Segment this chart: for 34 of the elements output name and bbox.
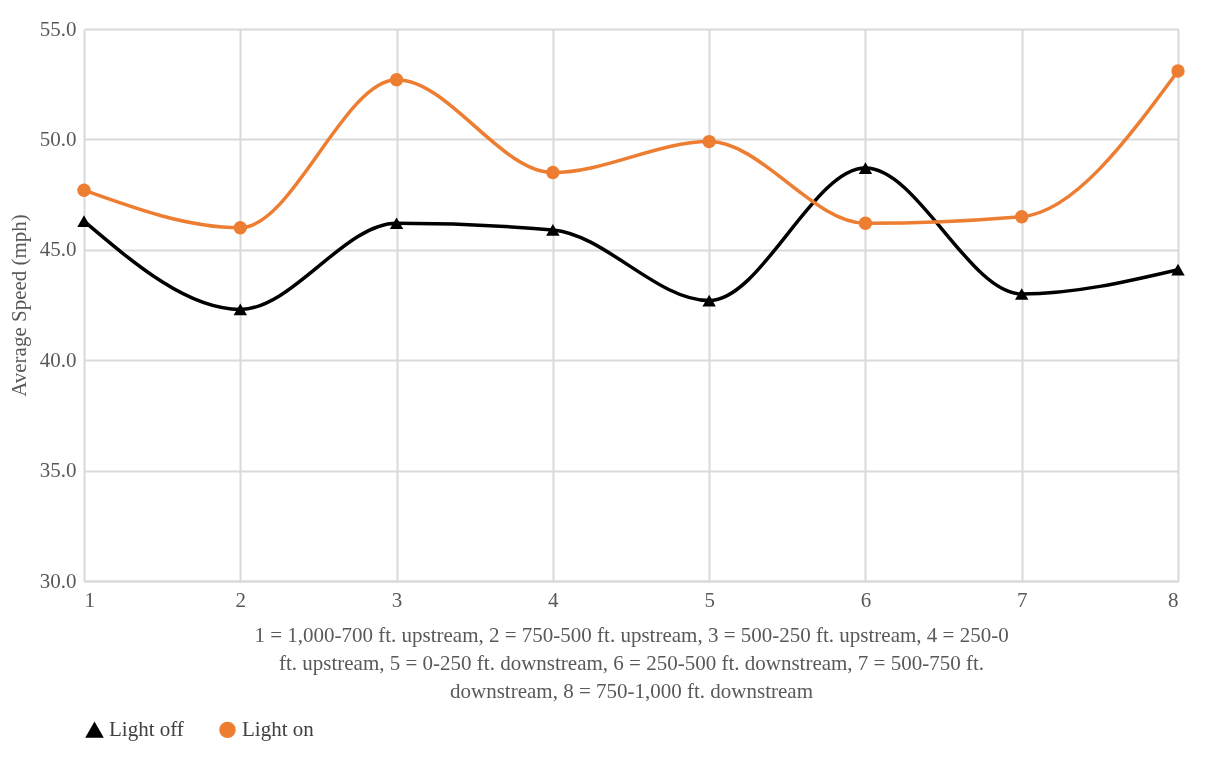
y-tick-label: 45.0 [39,237,77,262]
point [546,165,560,180]
point [389,73,404,87]
y-tick-label: 30.0 [39,568,77,593]
x-tick-label: 8 [1168,587,1179,612]
x-tick-label: 2 [235,587,247,612]
point [1171,263,1185,276]
point [233,221,247,235]
x-tick-label: 5 [704,587,715,612]
point [389,217,404,230]
point [546,224,560,236]
point [233,303,247,316]
point [858,216,873,230]
point [1015,209,1029,224]
x-axis-title: 1 = 1,000-700 ft. upstream, 2 = 750-500 ft. upstream, 3 = 500-250 ft. upstream, 4 = 250-0 ft. upstream, 5 = 0-250 ft. downstream, 6 = 250-500 ft. downstream, 7 = 500-750 ft. downstream, 8 = 750-1,000 ft. downstream [254,622,1009,703]
y-tick-label: 50.0 [39,126,77,151]
point [77,183,91,197]
point [77,215,91,227]
legend-label: Light off [109,717,184,742]
x-tick-label: 7 [1016,587,1028,612]
x-tick-label: 4 [548,587,560,612]
legend-label: Light on [242,716,315,741]
y-tick-label: 35.0 [39,458,77,483]
x-tick-label: 1 [84,587,95,612]
y-tick-label: 55.0 [39,16,77,41]
point [858,162,873,174]
point [1015,288,1029,300]
x-tick-label: 3 [391,587,403,612]
x-tick-label: 6 [860,587,872,612]
y-axis-title: Average Speed (mph) [6,214,31,397]
point [702,294,716,307]
point [1171,64,1185,78]
point [702,134,716,149]
y-tick-label: 40.0 [39,347,77,372]
